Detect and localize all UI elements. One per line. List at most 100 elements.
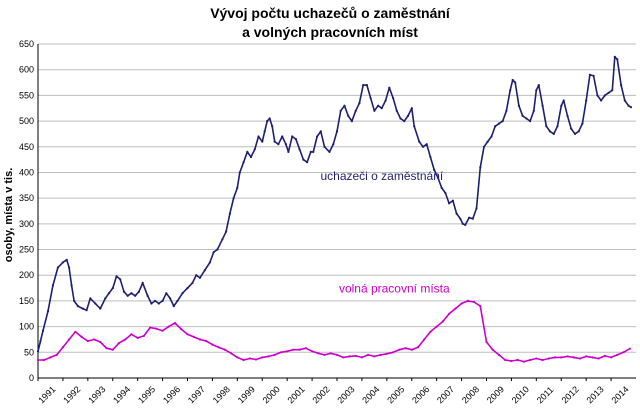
data-point xyxy=(529,120,532,123)
x-tick-label: 2008 xyxy=(460,384,481,405)
data-point xyxy=(399,117,402,120)
data-point xyxy=(529,358,532,362)
data-point xyxy=(68,266,71,269)
data-point xyxy=(379,353,382,356)
y-tick-label: 550 xyxy=(19,90,34,100)
data-point xyxy=(312,150,315,153)
data-point xyxy=(461,222,464,225)
x-tick-label: 2003 xyxy=(335,384,356,405)
data-point xyxy=(448,312,451,315)
data-point xyxy=(504,358,507,362)
chart-title: Vývoj počtu uchazečů o zaměstnání a voln… xyxy=(0,4,640,42)
data-point xyxy=(80,335,83,338)
data-point xyxy=(225,230,228,233)
data-point xyxy=(43,358,46,362)
data-point xyxy=(304,347,307,350)
data-point xyxy=(167,325,170,328)
y-tick-label: 350 xyxy=(19,193,34,203)
data-point xyxy=(454,307,457,310)
data-point xyxy=(392,96,395,100)
y-tick-label: 500 xyxy=(19,116,34,126)
data-point xyxy=(548,130,552,133)
data-point xyxy=(416,346,420,349)
data-point xyxy=(286,350,289,353)
data-point xyxy=(588,73,592,76)
data-point xyxy=(410,107,413,110)
data-point xyxy=(236,186,239,189)
data-point xyxy=(613,55,616,58)
data-point xyxy=(122,290,126,293)
data-point xyxy=(629,106,633,109)
series-line-uchazeci xyxy=(37,56,632,352)
data-point xyxy=(472,300,476,304)
data-point xyxy=(294,138,297,141)
data-point xyxy=(203,269,206,272)
data-point xyxy=(365,84,368,87)
data-point xyxy=(142,334,145,337)
data-point xyxy=(596,94,599,97)
data-point xyxy=(616,353,619,356)
data-point xyxy=(94,302,97,305)
data-point xyxy=(541,358,544,362)
data-point xyxy=(418,140,421,143)
data-point xyxy=(395,109,398,112)
data-point xyxy=(257,135,260,138)
data-point xyxy=(99,340,102,344)
data-point xyxy=(86,339,89,343)
x-tick-label: 1995 xyxy=(136,384,157,405)
data-point xyxy=(46,310,50,313)
data-point xyxy=(335,353,339,356)
data-point xyxy=(547,357,550,360)
data-point xyxy=(448,202,451,205)
data-point xyxy=(343,104,346,107)
data-point xyxy=(367,353,370,356)
data-point xyxy=(535,89,538,92)
data-point xyxy=(136,336,139,339)
data-point xyxy=(541,104,544,107)
data-point xyxy=(211,343,214,346)
data-point xyxy=(134,294,137,297)
data-point xyxy=(298,148,301,151)
x-tick-label: 1998 xyxy=(211,384,232,405)
data-point xyxy=(373,109,376,112)
annotation-uchazeci: uchazeči o zaměstnání xyxy=(320,169,443,183)
data-point xyxy=(486,140,489,143)
x-tick-label: 2004 xyxy=(360,384,381,405)
data-point xyxy=(511,78,514,82)
x-tick-label: 1999 xyxy=(236,384,257,405)
data-point xyxy=(205,339,208,343)
data-point xyxy=(464,223,467,226)
data-point xyxy=(281,135,284,138)
x-tick-label: 2002 xyxy=(310,384,331,405)
data-point xyxy=(566,355,569,358)
data-point xyxy=(620,84,623,87)
data-point xyxy=(208,261,211,264)
data-point xyxy=(56,266,60,269)
data-point xyxy=(611,89,614,92)
data-point xyxy=(149,326,152,329)
data-point xyxy=(292,348,295,351)
data-point xyxy=(444,191,447,195)
data-point xyxy=(572,356,575,359)
x-tick-label: 2013 xyxy=(585,384,606,405)
data-point xyxy=(404,347,407,350)
data-point xyxy=(119,278,122,281)
data-point xyxy=(186,287,189,290)
data-point xyxy=(246,150,249,153)
data-point xyxy=(435,325,438,328)
data-point xyxy=(585,99,588,102)
data-point xyxy=(104,297,107,300)
x-tick-label: 2009 xyxy=(485,384,506,405)
data-point xyxy=(273,140,276,143)
data-point xyxy=(319,130,322,133)
data-point xyxy=(277,143,280,146)
x-tick-label: 1991 xyxy=(36,384,57,405)
data-point xyxy=(510,359,513,363)
data-point xyxy=(284,143,287,146)
x-tick-label: 1993 xyxy=(86,384,107,405)
data-point xyxy=(111,287,114,290)
y-tick-label: 150 xyxy=(19,296,34,306)
data-point xyxy=(141,281,144,284)
data-point xyxy=(73,299,76,302)
